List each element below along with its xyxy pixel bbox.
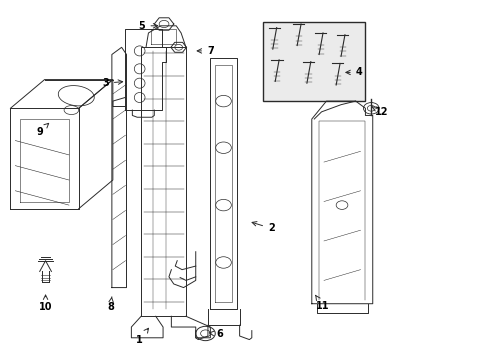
Text: 11: 11	[315, 295, 328, 311]
FancyBboxPatch shape	[263, 22, 365, 101]
Text: 7: 7	[197, 46, 213, 56]
Text: 8: 8	[107, 297, 114, 312]
Text: 4: 4	[345, 67, 362, 77]
Text: 10: 10	[39, 295, 52, 312]
Text: 1: 1	[136, 328, 148, 345]
Text: 3: 3	[102, 78, 122, 88]
Text: 12: 12	[371, 107, 388, 117]
Text: 2: 2	[252, 222, 274, 233]
Text: 9: 9	[36, 123, 49, 136]
Text: 5: 5	[139, 21, 158, 31]
Text: 6: 6	[209, 329, 223, 339]
